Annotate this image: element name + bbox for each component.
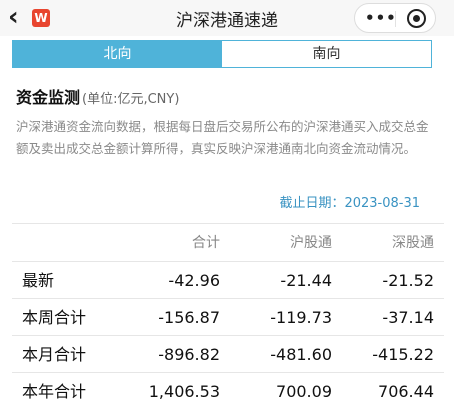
row-total: 1,406.53 (148, 382, 220, 401)
tab-northbound[interactable]: 北向 (13, 41, 222, 67)
row-total: -896.82 (158, 345, 220, 364)
row-shanghai: -481.60 (270, 345, 332, 364)
row-shenzhen: -37.14 (382, 308, 434, 327)
section-unit: (单位:亿元,CNY) (82, 92, 180, 107)
table-row: 本年合计 1,406.53 700.09 706.44 (12, 372, 444, 409)
header-total: 合计 (192, 235, 220, 251)
more-icon[interactable]: ••• (365, 9, 397, 27)
table-row: 本周合计 -156.87 -119.73 -37.14 (12, 298, 444, 335)
row-shanghai: 700.09 (276, 382, 332, 401)
top-nav-bar: ‹ W 沪深港通速递 ••• (0, 0, 454, 36)
row-shenzhen: -21.52 (382, 271, 434, 290)
back-chevron-icon[interactable]: ‹ (8, 2, 19, 32)
row-shenzhen: -415.22 (372, 345, 434, 364)
row-total: -156.87 (158, 308, 220, 327)
app-logo-icon: W (32, 9, 50, 27)
row-shanghai: -119.73 (270, 308, 332, 327)
close-target-icon[interactable] (407, 9, 426, 28)
section-title-text: 资金监测 (16, 88, 81, 107)
header-shenzhen-connect: 深股通 (392, 235, 434, 251)
mini-program-capsule: ••• (354, 3, 436, 33)
capsule-divider (395, 11, 396, 27)
section-title: 资金监测 (单位:亿元,CNY) (16, 84, 179, 108)
row-shanghai: -21.44 (280, 271, 332, 290)
row-shenzhen: 706.44 (378, 382, 434, 401)
direction-tabs: 北向 南向 (12, 40, 432, 68)
row-label: 最新 (22, 271, 55, 290)
header-shanghai-connect: 沪股通 (290, 235, 332, 251)
row-total: -42.96 (168, 271, 220, 290)
row-label: 本年合计 (22, 382, 87, 401)
table-row: 最新 -42.96 -21.44 -21.52 (12, 261, 444, 298)
as-of-date: 截止日期：2023-08-31 (279, 196, 420, 211)
section-description: 沪深港通资金流向数据，根据每日盘后交易所公布的沪深港通买入成交总金额及卖出成交总… (16, 119, 429, 156)
table-row: 本月合计 -896.82 -481.60 -415.22 (12, 335, 444, 372)
page-title: 沪深港通速递 (176, 11, 278, 31)
fund-flow-table: 合计 沪股通 深股通 最新 -42.96 -21.44 -21.52 本周合计 … (12, 223, 444, 409)
row-label: 本月合计 (22, 345, 87, 364)
table-header-row: 合计 沪股通 深股通 (12, 223, 444, 261)
row-label: 本周合计 (22, 308, 87, 327)
tab-southbound[interactable]: 南向 (222, 41, 431, 67)
